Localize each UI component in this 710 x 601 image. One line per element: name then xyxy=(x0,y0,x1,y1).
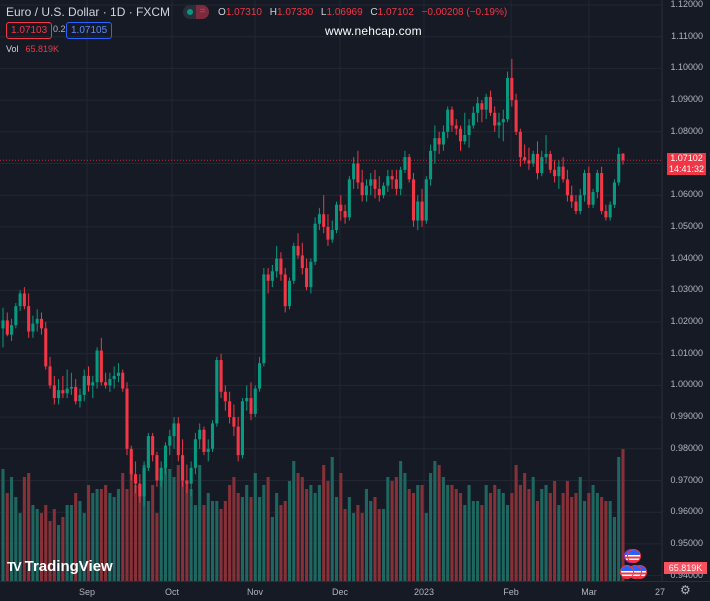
time-tick-label: 27 xyxy=(654,587,666,597)
price-tick-label: 0.99000 xyxy=(670,411,703,422)
market-status-toggle[interactable]: = xyxy=(183,5,210,19)
open-label: O xyxy=(218,6,226,18)
price-tick-label: 0.97000 xyxy=(670,474,703,485)
price-tick-label: 0.95000 xyxy=(670,537,703,548)
price-tick-label: 1.09000 xyxy=(670,94,703,105)
time-tick-label: Mar xyxy=(581,587,597,597)
spread-value: 0.2 xyxy=(53,24,66,34)
price-tick-label: 0.98000 xyxy=(670,442,703,453)
time-tick-label: Sep xyxy=(78,587,96,597)
change-value: −0.00208 (−0.19%) xyxy=(421,6,508,18)
price-tick-label: 1.02000 xyxy=(670,316,703,326)
volume-tag: 65.819K xyxy=(664,562,707,574)
us-flag-icon[interactable] xyxy=(627,549,641,563)
symbol-title[interactable]: Euro / U.S. Dollar · 1D · FXCM xyxy=(6,5,171,19)
price-tick-label: 1.06000 xyxy=(670,189,703,200)
price-tick-label: 1.12000 xyxy=(670,0,703,9)
time-tick-label: Oct xyxy=(164,587,180,597)
symbol-legend: Euro / U.S. Dollar · 1D · FXCM = O1.0731… xyxy=(6,5,507,19)
volume-value: 65.819K xyxy=(25,44,60,54)
us-flag-icon[interactable] xyxy=(620,565,634,579)
candlesticks xyxy=(1,58,625,506)
equals-icon: = xyxy=(196,5,210,19)
time-tick-label: Dec xyxy=(331,587,349,597)
volume-label: Vol xyxy=(6,44,19,54)
price-tick-label: 1.10000 xyxy=(670,62,703,73)
low-value: 1.06969 xyxy=(326,6,363,18)
bar-countdown: 14:41:32 xyxy=(668,164,705,174)
close-value: 1.07102 xyxy=(377,6,414,18)
last-price-tag: 1.07102 14:41:32 xyxy=(667,153,706,175)
price-tick-label: 1.00000 xyxy=(670,379,703,390)
close-label: C xyxy=(370,6,378,18)
gear-icon[interactable]: ⚙ xyxy=(680,583,691,597)
volume-legend: Vol 65.819K xyxy=(6,44,59,54)
time-axis[interactable]: Sep Oct Nov Dec 2023 Feb Mar 27 xyxy=(0,581,710,601)
high-label: H xyxy=(269,6,277,18)
price-tick-label: 1.11000 xyxy=(671,30,703,41)
time-tick-label: 2023 xyxy=(413,587,435,597)
time-tick-label: Nov xyxy=(246,587,264,597)
price-tick-label: 1.08000 xyxy=(670,125,703,136)
buy-price-button[interactable]: 1.07105 xyxy=(66,22,113,39)
ohlc-values: O1.07310 H1.07330 L1.06969 C1.07102 −0.0… xyxy=(218,7,507,18)
tradingview-mark-icon: TV xyxy=(7,559,22,574)
time-tick-label: Feb xyxy=(503,587,519,597)
market-open-dot-icon xyxy=(183,5,196,19)
volume-bars xyxy=(1,449,625,581)
sell-price-button[interactable]: 1.07103 xyxy=(6,22,53,39)
tradingview-logo[interactable]: TV TradingView xyxy=(7,558,113,575)
price-tick-label: 1.05000 xyxy=(670,220,703,231)
price-tick-label: 1.04000 xyxy=(670,252,703,263)
price-tick-label: 1.03000 xyxy=(670,284,703,295)
watermark-text: www.nehcap.com xyxy=(325,24,422,38)
low-label: L xyxy=(320,6,327,18)
last-price-value: 1.07102 xyxy=(670,153,703,163)
price-tick-label: 0.96000 xyxy=(670,506,703,517)
price-tick-label: 0.94000 xyxy=(670,569,703,580)
price-chart[interactable] xyxy=(0,0,710,581)
tradingview-wordmark: TradingView xyxy=(24,558,113,575)
price-tick-label: 1.01000 xyxy=(670,347,703,358)
high-value: 1.07330 xyxy=(276,6,314,18)
open-value: 1.07310 xyxy=(225,6,262,18)
